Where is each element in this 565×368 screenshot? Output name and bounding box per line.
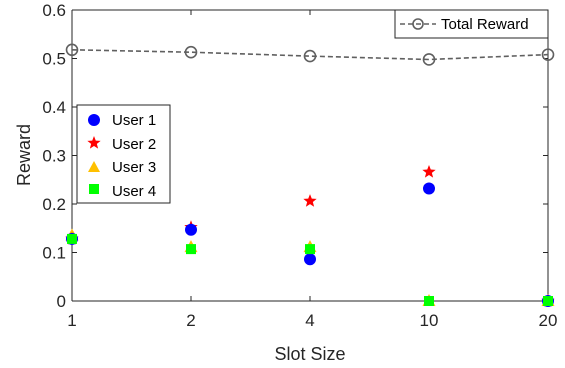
y-tick-label: 0.4	[42, 98, 66, 117]
y-tick-label: 0.5	[42, 50, 66, 69]
y-tick-label: 0.3	[42, 147, 66, 166]
legend-user1-label: User 1	[112, 112, 156, 129]
y-tick-label: 0	[57, 292, 66, 311]
user4-point	[186, 244, 196, 254]
legend-user2-label: User 2	[112, 136, 156, 153]
x-tick-label: 1	[67, 311, 76, 330]
user1-point	[304, 253, 316, 265]
user2-point	[422, 165, 435, 178]
total-reward-line	[67, 44, 554, 65]
user4-point	[305, 244, 315, 254]
x-axis-title: Slot Size	[274, 344, 345, 364]
legend-user4-square-icon	[89, 184, 99, 194]
user2-point	[303, 194, 316, 207]
y-tick-label: 0.6	[42, 1, 66, 20]
user4-point	[67, 234, 77, 244]
user4-point	[424, 296, 434, 306]
legend-total-label: Total Reward	[441, 16, 529, 33]
legend-total: Total Reward	[395, 10, 548, 38]
legend-user3-label: User 3	[112, 159, 156, 176]
legend-users: User 1 User 2 User 3 User 4	[77, 105, 170, 203]
user1-point	[185, 224, 197, 236]
y-tick-label: 0.2	[42, 195, 66, 214]
y-tick-label: 0.1	[42, 244, 66, 263]
user1-point	[423, 182, 435, 194]
legend-user4-label: User 4	[112, 183, 156, 200]
x-tick-label: 4	[305, 311, 314, 330]
x-tick-label: 10	[420, 311, 439, 330]
user4-point	[543, 296, 553, 306]
y-axis-title: Reward	[14, 124, 34, 186]
legend-user1-circle-icon	[88, 114, 100, 126]
x-tick-label: 2	[186, 311, 195, 330]
x-tick-label: 20	[539, 311, 558, 330]
